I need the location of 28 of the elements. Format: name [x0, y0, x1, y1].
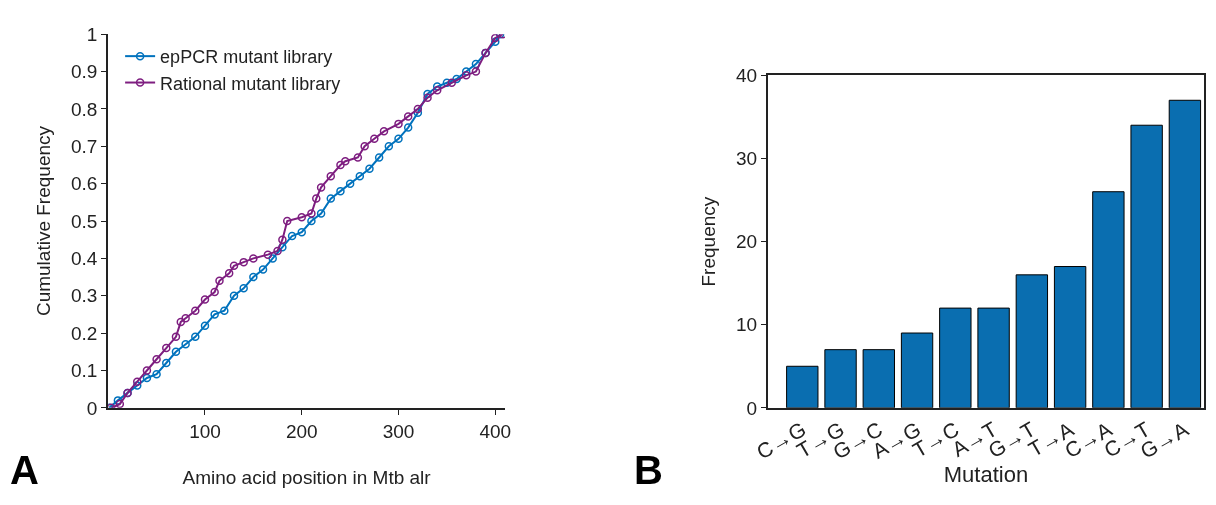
- x-axis-title: Mutation: [943, 462, 1029, 488]
- y-tick-label: 10: [735, 314, 758, 336]
- y-tick-label: 0.1: [70, 360, 98, 382]
- legend-label: epPCR mutant library: [160, 47, 333, 68]
- legend-label: Rational mutant library: [160, 73, 341, 94]
- y-tick-label: 0.7: [70, 135, 98, 157]
- text: A: [10, 448, 39, 492]
- y-tick-label: 40: [735, 64, 758, 86]
- y-tick-label: 0.6: [70, 173, 98, 195]
- y-axis-title: Frequency: [698, 196, 720, 287]
- x-tick-label: 100: [189, 420, 221, 442]
- y-tick-label: 0.2: [70, 322, 98, 344]
- y-tick-label: 20: [735, 231, 758, 253]
- x-tick-label: 400: [479, 420, 512, 442]
- y-tick-label: 30: [735, 148, 758, 170]
- y-axis-title: Cumulative Frequency: [33, 125, 55, 317]
- y-tick-label: 0.9: [70, 61, 98, 83]
- y-tick-label: 0.5: [70, 210, 98, 232]
- y-tick-label: 1: [86, 23, 98, 45]
- y-tick-label: 0.8: [70, 98, 98, 120]
- x-tick-label: 300: [382, 420, 415, 442]
- y-tick-label: 0: [86, 397, 98, 419]
- x-tick-label: 200: [285, 420, 318, 442]
- y-tick-label: 0: [746, 397, 758, 419]
- x-axis-title: Amino acid position in Mtb alr: [182, 466, 432, 488]
- y-tick-label: 0.3: [70, 285, 98, 307]
- text: B: [634, 448, 663, 492]
- y-tick-label: 0.4: [70, 248, 98, 270]
